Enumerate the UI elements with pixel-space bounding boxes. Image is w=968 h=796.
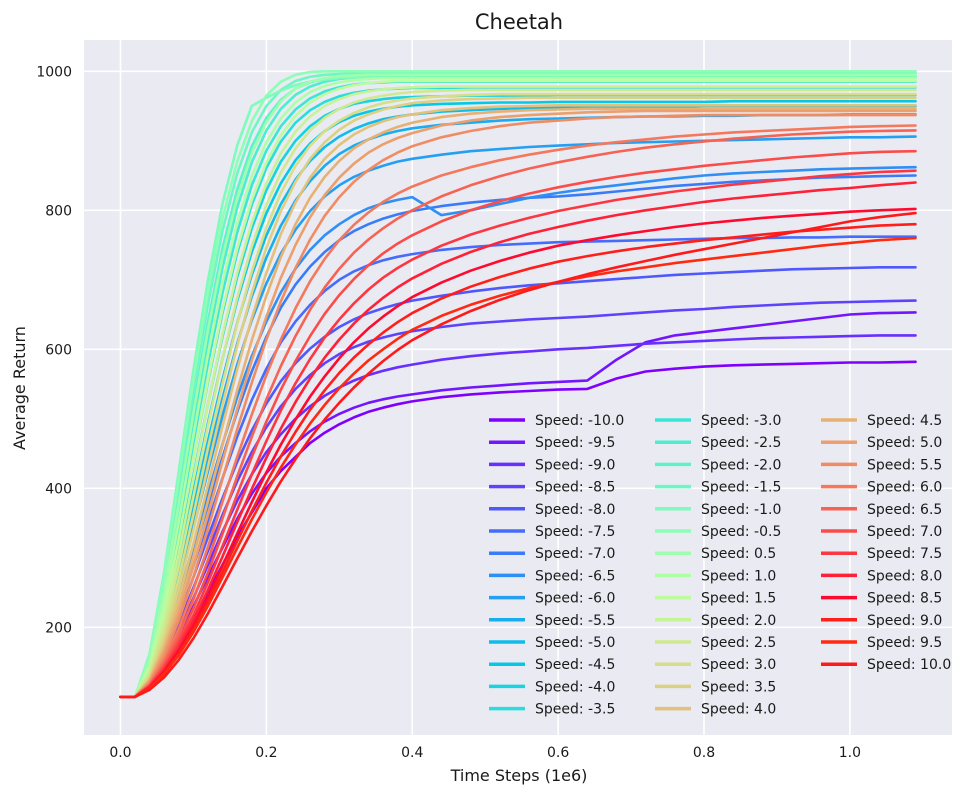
series-line	[119, 107, 917, 699]
x-tick-label: 0.2	[255, 745, 277, 761]
series-line	[119, 104, 917, 699]
series-line	[119, 76, 917, 699]
legend-label: Speed: 7.5	[867, 546, 942, 562]
legend-label: Speed: 3.5	[701, 679, 776, 695]
y-tick-label: 800	[45, 203, 72, 219]
legend-label: Speed: 0.5	[701, 546, 776, 562]
series-line	[119, 311, 917, 699]
series-line	[119, 149, 917, 699]
series-line	[119, 73, 917, 699]
series-line	[119, 113, 917, 699]
legend-label: Speed: 10.0	[867, 657, 951, 673]
legend-label: Speed: -8.0	[535, 502, 615, 518]
legend-label: Speed: 6.5	[867, 502, 942, 518]
x-tick-label: 0.4	[401, 745, 423, 761]
x-axis-ticks: 0.0 0.2 0.4 0.6 0.8 1.0	[109, 745, 861, 761]
legend-label: Speed: -4.0	[535, 679, 615, 695]
legend-label: Speed: -5.5	[535, 613, 615, 629]
series-line	[119, 72, 917, 699]
legend-label: Speed: 5.0	[867, 435, 942, 451]
series-lines	[119, 70, 917, 699]
legend-label: Speed: -2.5	[701, 435, 781, 451]
series-line	[119, 360, 917, 699]
legend-label: Speed: -3.0	[701, 413, 781, 429]
legend-label: Speed: -7.5	[535, 524, 615, 540]
legend-label: Speed: -7.0	[535, 546, 615, 562]
legend: Speed: -10.0 Speed: -9.5 Speed: -9.0 Speed:…	[489, 413, 951, 718]
legend-label: Speed: -9.5	[535, 435, 615, 451]
series-line	[119, 207, 917, 699]
y-axis-label: Average Return	[10, 326, 29, 450]
legend-label: Speed: -4.5	[535, 657, 615, 673]
series-line	[119, 85, 917, 699]
series-line	[119, 334, 917, 699]
legend-label: Speed: 2.0	[701, 613, 776, 629]
x-axis-label: Time Steps (1e6)	[450, 766, 588, 785]
series-line	[119, 88, 917, 699]
legend-label: Speed: 1.0	[701, 568, 776, 584]
series-line	[119, 174, 917, 699]
legend-label: Speed: -8.5	[535, 480, 615, 496]
series-line	[119, 211, 917, 699]
y-tick-label: 200	[45, 620, 72, 636]
legend-label: Speed: -0.5	[701, 524, 781, 540]
chart-title: Cheetah	[475, 10, 563, 34]
series-line	[119, 129, 917, 699]
legend-label: Speed: -1.0	[701, 502, 781, 518]
series-line	[119, 79, 917, 699]
series-line	[119, 96, 917, 699]
series-line	[119, 165, 917, 699]
x-tick-label: 0.0	[109, 745, 131, 761]
series-line	[119, 109, 917, 699]
series-line	[119, 70, 917, 699]
legend-label: Speed: -1.5	[701, 480, 781, 496]
legend-label: Speed: 2.5	[701, 635, 776, 651]
legend-label: Speed: 4.0	[701, 702, 776, 718]
legend-label: Speed: 8.5	[867, 591, 942, 607]
series-line	[119, 222, 917, 699]
plot-area	[84, 40, 952, 735]
legend-label: Speed: 4.5	[867, 413, 942, 429]
grid	[84, 40, 952, 735]
series-line	[119, 299, 917, 699]
y-tick-label: 1000	[36, 64, 72, 80]
legend-label: Speed: 3.0	[701, 657, 776, 673]
legend-label: Speed: 5.5	[867, 457, 942, 473]
series-line	[119, 266, 917, 699]
x-tick-label: 1.0	[839, 745, 861, 761]
legend-label: Speed: -5.0	[535, 635, 615, 651]
y-axis-ticks: 200 400 600 800 1000	[36, 64, 72, 636]
series-line	[119, 181, 917, 699]
legend-label: Speed: 8.0	[867, 568, 942, 584]
legend-label: Speed: -2.0	[701, 457, 781, 473]
legend-label: Speed: 7.0	[867, 524, 942, 540]
legend-label: Speed: 9.0	[867, 613, 942, 629]
y-tick-label: 400	[45, 481, 72, 497]
legend-label: Speed: -9.0	[535, 457, 615, 473]
legend-label: Speed: 1.5	[701, 591, 776, 607]
series-line	[119, 92, 917, 699]
series-line	[119, 236, 917, 699]
series-line	[119, 169, 917, 699]
x-tick-label: 0.8	[693, 745, 715, 761]
legend-label: Speed: -6.5	[535, 568, 615, 584]
legend-label: Speed: -3.5	[535, 702, 615, 718]
legend-label: Speed: -6.0	[535, 591, 615, 607]
y-tick-label: 600	[45, 342, 72, 358]
legend-label: Speed: 9.5	[867, 635, 942, 651]
x-tick-label: 0.6	[547, 745, 569, 761]
series-line	[119, 124, 917, 699]
legend-label: Speed: -10.0	[535, 413, 624, 429]
legend-label: Speed: 6.0	[867, 480, 942, 496]
